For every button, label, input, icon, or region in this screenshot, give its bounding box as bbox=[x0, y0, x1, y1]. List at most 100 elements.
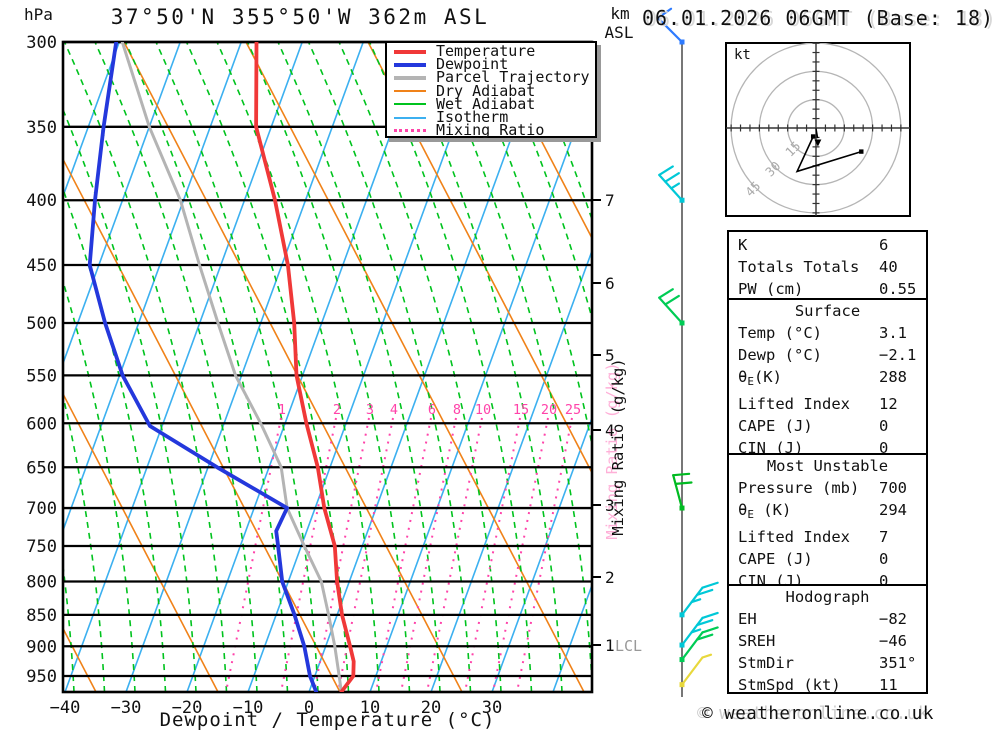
plot-frame bbox=[61, 40, 594, 694]
wet-adiabat-line bbox=[307, 42, 472, 692]
x-tick-label: −40 bbox=[50, 698, 81, 718]
wind-barb bbox=[679, 581, 719, 618]
panel-row-label: SREH bbox=[738, 632, 776, 650]
panel-row-value: 3.1 bbox=[879, 324, 907, 342]
mixing-ratio-value-label: 20 bbox=[541, 402, 557, 418]
wet-adiabat-line bbox=[63, 279, 136, 692]
panel-row-value: 0 bbox=[879, 439, 889, 455]
panel-row-value: 0 bbox=[879, 550, 889, 568]
hodograph-unit-label: kt bbox=[734, 47, 751, 63]
hodograph-trace-point bbox=[810, 134, 816, 139]
legend-item-dewpoint: Dewpoint bbox=[394, 55, 595, 74]
storm-motion-arrow bbox=[814, 139, 822, 147]
panel-section-surface: Surface Temp (°C) 3.1 Dewp (°C) −2.1 θE(K) 288… bbox=[727, 298, 928, 455]
legend-label: Dewpoint bbox=[436, 55, 509, 74]
lcl-label: LCL bbox=[615, 637, 642, 655]
mixing-ratio-value-label: 25 bbox=[565, 402, 581, 418]
pressure-tick-label: 900 bbox=[26, 637, 57, 657]
legend-item-wet-adiabat: Wet Adiabat bbox=[394, 96, 595, 111]
wind-barb bbox=[679, 611, 719, 648]
panel-row: CAPE (J) 0 bbox=[729, 415, 926, 437]
isotherm-line bbox=[308, 42, 548, 692]
panel-row-value: 700 bbox=[879, 479, 907, 497]
panel-row-label: CIN (J) bbox=[738, 572, 804, 586]
panel-row-value: 288 bbox=[879, 368, 907, 386]
x-axis-label: Dewpoint / Temperature (°C) bbox=[159, 709, 496, 731]
mixing-ratio-swatch bbox=[394, 129, 426, 133]
pressure-tick-label: 750 bbox=[26, 537, 57, 557]
panel-row-label: EH bbox=[738, 610, 757, 628]
wind-barb bbox=[658, 288, 685, 326]
isotherm-line bbox=[369, 81, 592, 692]
parcel-trajectory-swatch bbox=[394, 75, 426, 80]
panel-section-header: Hodograph bbox=[785, 588, 870, 606]
page-title: 37°50'N 355°50'W 362m ASL bbox=[110, 5, 490, 29]
wind-barb bbox=[672, 472, 693, 511]
wet-adiabat-line bbox=[216, 42, 380, 692]
panel-row: Pressure (mb) 700 bbox=[729, 477, 926, 499]
pressure-tick-label: 850 bbox=[26, 606, 57, 626]
legend-label: Parcel Trajectory bbox=[436, 68, 590, 87]
wet-adiabat-line bbox=[63, 107, 197, 692]
panel-section-hodograph: Hodograph EH −82 SREH −46 StmDir 351° StmSpd (k… bbox=[727, 584, 928, 694]
x-tick-label: 0 bbox=[304, 698, 314, 718]
x-tick-label: −10 bbox=[233, 698, 264, 718]
panel-section-header: Surface bbox=[794, 302, 861, 320]
hodograph-trace-point bbox=[859, 149, 864, 154]
wet-adiabat-line bbox=[460, 42, 592, 449]
wet-adiabat-line bbox=[63, 560, 75, 692]
panel-row-label: θE(K) bbox=[738, 368, 782, 388]
isotherm-line bbox=[247, 42, 487, 692]
mixing-ratio-value-label: 10 bbox=[475, 402, 491, 418]
wet-adiabat-line bbox=[63, 186, 167, 692]
km-tick-label: 2 bbox=[605, 568, 615, 587]
x-tick-label: 30 bbox=[482, 698, 502, 718]
panel-row-value: 11 bbox=[879, 676, 898, 694]
pressure-tick-label: 600 bbox=[26, 414, 57, 434]
panel-row-label: CIN (J) bbox=[738, 439, 804, 455]
mixing-ratio-value-label: 8 bbox=[453, 402, 461, 418]
wet-adiabat-line bbox=[338, 42, 502, 692]
km-tick-label: 7 bbox=[605, 191, 615, 210]
isotherm-swatch bbox=[394, 116, 426, 119]
legend-item-isotherm: Isotherm bbox=[394, 108, 595, 127]
copyright-watermark: © weatheronline.co.uk bbox=[702, 704, 934, 724]
legend-label: Isotherm bbox=[436, 108, 509, 127]
panel-row: SREH −46 bbox=[729, 630, 926, 652]
wet-adiabat-line bbox=[124, 42, 289, 692]
pressure-tick-label: 500 bbox=[26, 314, 57, 334]
panel-row-label: StmSpd (kt) bbox=[738, 676, 841, 694]
panel-row-value: 0 bbox=[879, 417, 889, 435]
mixing-ratio-value-label: 6 bbox=[428, 402, 436, 418]
wet-adiabat-line bbox=[277, 42, 441, 692]
panel-row-label: Totals Totals bbox=[738, 258, 860, 276]
legend-item-parcel-trajectory: Parcel Trajectory bbox=[394, 68, 595, 87]
x-tick-label: 10 bbox=[360, 698, 380, 718]
parcel-trajectory-curve bbox=[120, 42, 343, 692]
pressure-tick-label: 450 bbox=[26, 256, 57, 276]
panel-row: CIN (J) 0 bbox=[729, 437, 926, 455]
legend-item-mixing-ratio: Mixing Ratio bbox=[394, 121, 595, 140]
panel-row-label: PW (cm) bbox=[738, 280, 804, 298]
wind-barb bbox=[679, 653, 713, 688]
isotherm-line bbox=[430, 248, 592, 692]
pressure-tick-label: 700 bbox=[26, 499, 57, 519]
panel-row-value: −82 bbox=[879, 610, 907, 628]
wet-adiabat-line bbox=[246, 42, 411, 692]
mixing-axis-label-shadow: Mixing Ratio (g/kg) bbox=[603, 362, 621, 539]
panel-section: K 6 Totals Totals 40 PW (cm) 0.55 bbox=[727, 230, 928, 300]
isotherm-line bbox=[63, 42, 243, 533]
mixing-ratio-line bbox=[400, 417, 457, 692]
km-tick-label: 4 bbox=[605, 421, 615, 440]
panel-row-value: 12 bbox=[879, 395, 898, 413]
wet-adiabat-line bbox=[94, 42, 258, 692]
mixing-ratio-line bbox=[516, 417, 573, 692]
temperature-swatch bbox=[394, 49, 426, 54]
panel-row: StmSpd (kt) 11 bbox=[729, 674, 926, 694]
panel-row-label: Temp (°C) bbox=[738, 324, 822, 342]
x-tick-label: −20 bbox=[172, 698, 203, 718]
isotherm-line bbox=[125, 42, 365, 692]
legend-label: Mixing Ratio bbox=[436, 121, 545, 140]
